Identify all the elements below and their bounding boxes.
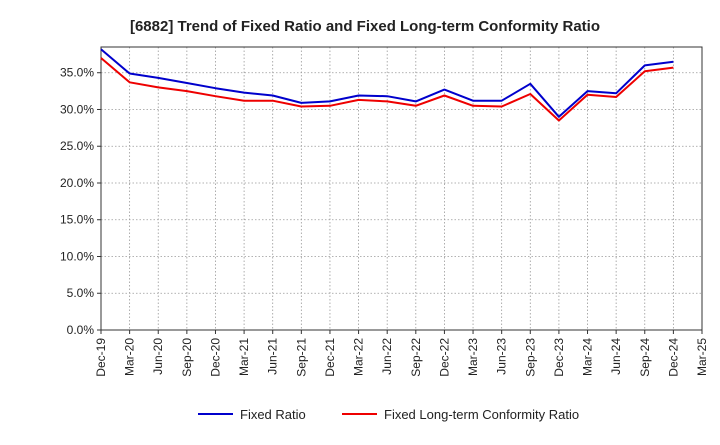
y-tick-label: 20.0%: [60, 176, 94, 190]
y-tick-label: 25.0%: [60, 139, 94, 153]
x-tick-label: Mar-22: [352, 338, 366, 376]
x-tick-label: Dec-20: [208, 338, 222, 377]
x-tick-label: Sep-23: [523, 338, 537, 377]
x-tick-label: Sep-24: [638, 338, 652, 377]
x-tick-label: Dec-22: [437, 338, 451, 377]
x-tick-label: Sep-22: [409, 338, 423, 377]
plot-frame: [100, 46, 703, 331]
series-line-fixed-long-term-conformity-ratio: [100, 57, 674, 122]
legend-label-fixed-long-term-conformity-ratio: Fixed Long-term Conformity Ratio: [384, 407, 579, 422]
x-tick-label: Dec-23: [552, 338, 566, 377]
x-tick-label: Jun-24: [609, 338, 623, 375]
legend-label-fixed-ratio: Fixed Ratio: [240, 407, 306, 422]
legend: Fixed Ratio Fixed Long-term Conformity Ra…: [198, 407, 579, 422]
x-tick-label: Sep-21: [294, 338, 308, 377]
series-lines: [100, 48, 674, 122]
grid: [101, 47, 702, 330]
x-tick-label: Mar-21: [237, 338, 251, 376]
series-line-fixed-ratio: [100, 48, 674, 118]
x-tick-label: Jun-22: [380, 338, 394, 375]
x-tick-label: Sep-20: [180, 338, 194, 377]
chart-title: [6882] Trend of Fixed Ratio and Fixed Lo…: [130, 18, 600, 35]
x-tick-label: Mar-23: [466, 338, 480, 376]
y-tick-label: 15.0%: [60, 213, 94, 227]
x-tick-label: Mar-25: [695, 338, 709, 376]
y-tick-label: 0.0%: [67, 323, 95, 337]
x-tick-label: Mar-24: [581, 338, 595, 376]
y-tick-label: 5.0%: [67, 286, 95, 300]
x-tick-label: Jun-21: [266, 338, 280, 375]
y-tick-label: 30.0%: [60, 102, 94, 116]
y-tick-label: 35.0%: [60, 66, 94, 80]
x-tick-label: Dec-19: [94, 338, 108, 377]
y-tick-label: 10.0%: [60, 249, 94, 263]
x-tick-label: Mar-20: [123, 338, 137, 376]
x-tick-label: Jun-20: [151, 338, 165, 375]
axes: Dec-19 Mar-20 Jun-20 Sep-20 Dec-20 Mar-21 Jun-…: [60, 46, 709, 377]
x-tick-label: Dec-21: [323, 338, 337, 377]
x-tick-label: Dec-24: [666, 338, 680, 377]
x-tick-label: Jun-23: [495, 338, 509, 375]
